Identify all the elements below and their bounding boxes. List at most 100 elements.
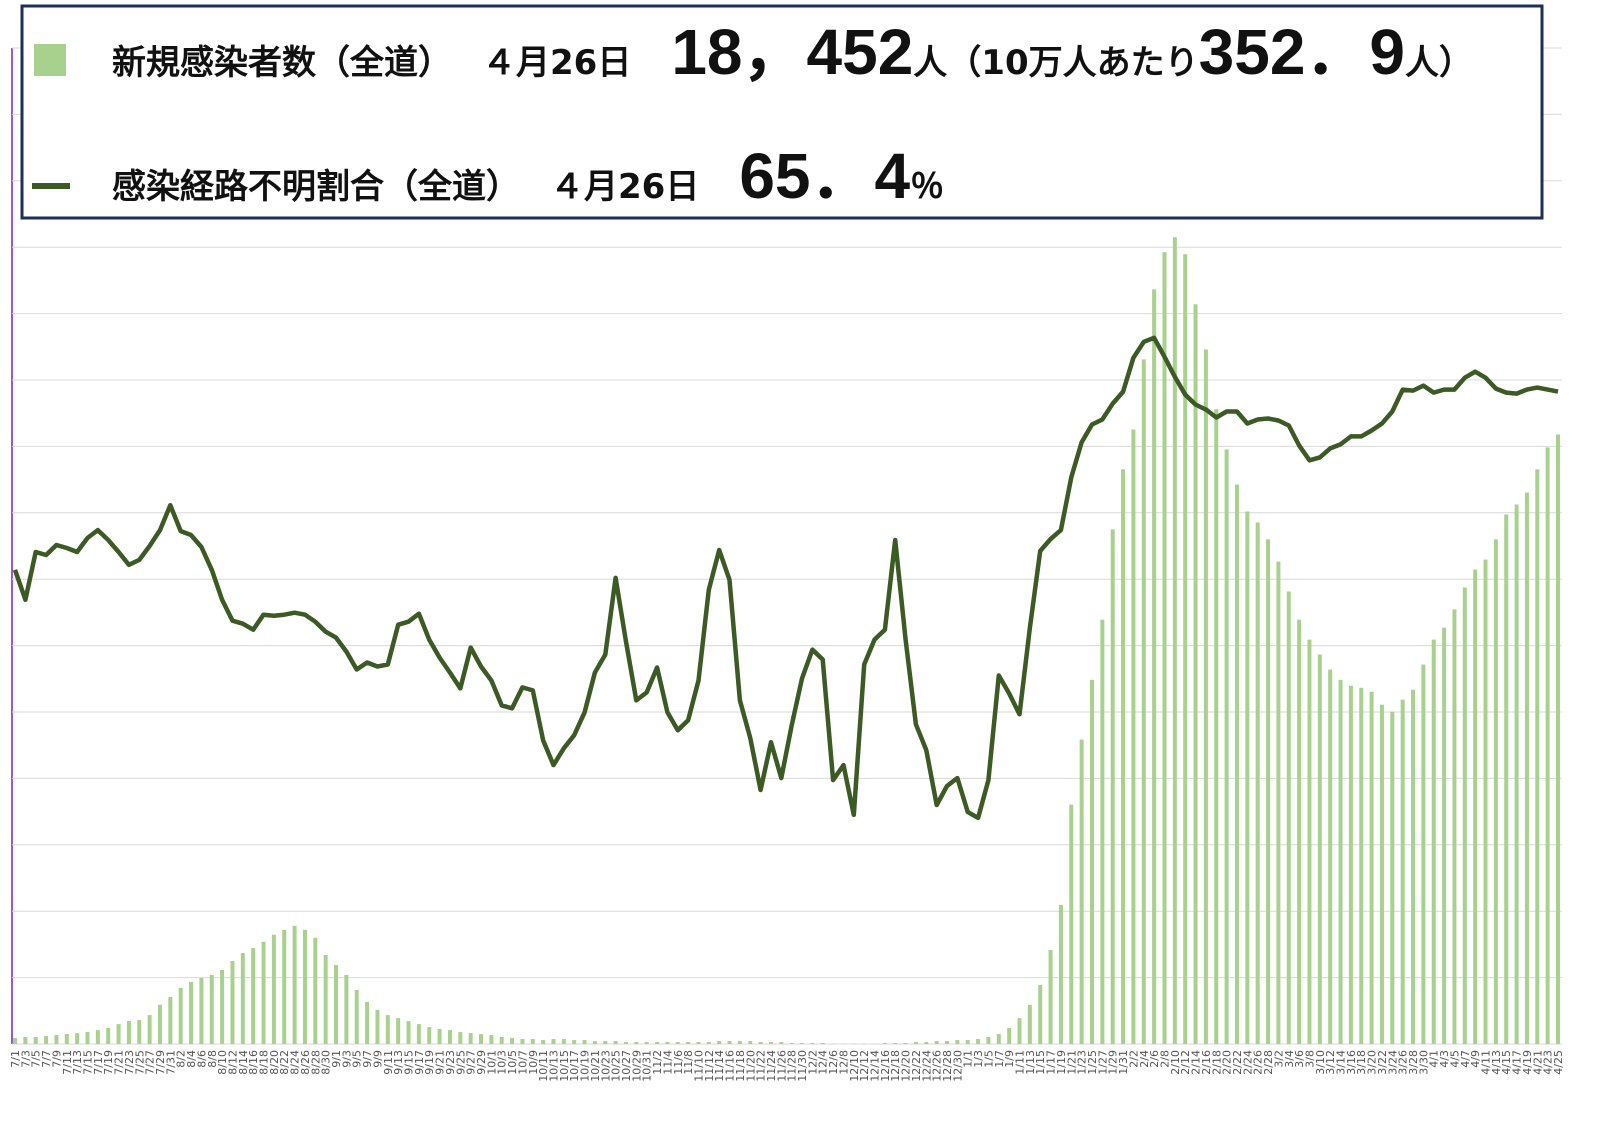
- bar: [717, 1041, 722, 1044]
- x-tick-label: 11/22: [755, 1050, 768, 1082]
- bar: [385, 1015, 390, 1044]
- x-tick-label: 2/4: [1138, 1050, 1151, 1068]
- bar: [1079, 739, 1084, 1044]
- bar: [1452, 609, 1457, 1044]
- x-tick-label: 10/11: [537, 1050, 550, 1082]
- x-tick-label: 8/24: [289, 1050, 302, 1075]
- x-tick-label: 7/3: [19, 1050, 32, 1068]
- legend-date: ４月26日: [550, 167, 699, 207]
- x-tick-label: 9/21: [434, 1050, 447, 1075]
- x-tick-label: 1/15: [1034, 1050, 1047, 1075]
- x-tick-label: 1/21: [1065, 1050, 1078, 1075]
- legend-unit: 人）: [1405, 43, 1473, 83]
- x-tick-label: 4/13: [1490, 1050, 1503, 1075]
- x-tick-label: 2/26: [1252, 1050, 1265, 1075]
- bar: [603, 1041, 608, 1044]
- x-tick-label: 7/31: [164, 1050, 177, 1075]
- x-tick-label: 9/23: [444, 1050, 457, 1075]
- bar: [924, 1042, 929, 1044]
- x-tick-label: 10/5: [506, 1050, 519, 1075]
- x-tick-label: 1/5: [982, 1050, 995, 1068]
- x-tick-label: 7/25: [133, 1050, 146, 1075]
- x-tick-label: 1/27: [1096, 1050, 1109, 1075]
- x-tick-label: 12/14: [869, 1050, 882, 1082]
- x-tick-label: 12/8: [837, 1050, 850, 1075]
- x-tick-label: 11/16: [724, 1050, 737, 1082]
- bar: [1038, 984, 1043, 1044]
- bar: [406, 1021, 411, 1044]
- bar: [313, 937, 318, 1044]
- x-tick-label: 7/19: [102, 1050, 115, 1075]
- bar: [292, 925, 297, 1044]
- x-tick-label: 11/30: [796, 1050, 809, 1082]
- x-tick-label: 11/14: [713, 1050, 726, 1082]
- x-tick-label: 2/14: [1190, 1050, 1203, 1075]
- bar: [458, 1032, 463, 1044]
- x-tick-label: 1/23: [1076, 1050, 1089, 1075]
- legend-box: [20, 4, 1544, 220]
- bar: [1089, 679, 1094, 1044]
- bar: [220, 969, 225, 1044]
- x-tick-label: 9/11: [382, 1050, 395, 1075]
- x-tick-label: 4/21: [1531, 1050, 1544, 1075]
- legend-value: 65．4: [739, 140, 910, 212]
- bar: [655, 1042, 660, 1044]
- bar: [1234, 484, 1239, 1045]
- bar: [965, 1040, 970, 1044]
- x-tick-label: 1/11: [1014, 1050, 1027, 1075]
- bar: [240, 953, 245, 1044]
- bar: [934, 1041, 939, 1044]
- bar: [489, 1035, 494, 1044]
- bar: [168, 996, 173, 1044]
- bar: [520, 1039, 525, 1044]
- x-tick-label: 9/19: [423, 1050, 436, 1075]
- x-tick-label: 1/7: [993, 1050, 1006, 1068]
- x-tick-label: 12/24: [920, 1050, 933, 1082]
- bar: [541, 1040, 546, 1044]
- bar: [1442, 627, 1447, 1044]
- bar: [375, 1009, 380, 1044]
- x-tick-label: 10/23: [599, 1050, 612, 1082]
- x-tick-label: 1/1: [962, 1050, 975, 1068]
- x-tick-label: 3/24: [1386, 1050, 1399, 1075]
- x-tick-label: 1/17: [1045, 1050, 1058, 1075]
- x-tick-label: 9/15: [403, 1050, 416, 1075]
- x-tick-label: 11/12: [703, 1050, 716, 1082]
- bar: [1048, 950, 1053, 1044]
- x-tick-label: 7/15: [81, 1050, 94, 1075]
- bar: [1203, 349, 1208, 1044]
- bar: [1483, 559, 1488, 1044]
- x-tick-label: 3/4: [1283, 1050, 1296, 1068]
- bar: [758, 1042, 763, 1044]
- x-tick-label: 7/7: [40, 1050, 53, 1068]
- x-tick-label: 12/26: [931, 1050, 944, 1082]
- x-tick-label: 11/2: [651, 1050, 664, 1075]
- x-tick-label: 2/16: [1200, 1050, 1213, 1075]
- bar: [1007, 1028, 1012, 1044]
- bar: [1317, 654, 1322, 1044]
- x-tick-label: 11/24: [765, 1050, 778, 1082]
- bar: [106, 1028, 111, 1044]
- x-tick-label: 2/28: [1262, 1050, 1275, 1075]
- bar: [789, 1043, 794, 1044]
- x-tick-label: 2/8: [1158, 1050, 1171, 1068]
- x-tick-label: 11/26: [775, 1050, 788, 1082]
- bar: [499, 1037, 504, 1044]
- bar: [447, 1030, 452, 1044]
- x-tick-label: 11/10: [692, 1050, 705, 1082]
- bar: [1493, 539, 1498, 1044]
- bar: [1162, 252, 1167, 1044]
- bar: [1514, 504, 1519, 1044]
- x-tick-label: 2/12: [1179, 1050, 1192, 1075]
- x-tick-label: 4/11: [1480, 1050, 1493, 1075]
- x-tick-label: 12/18: [889, 1050, 902, 1082]
- bar: [1504, 514, 1509, 1044]
- bar: [75, 1033, 80, 1044]
- legend-text: 新規感染者数（全道） ４月26日 18，452人（10万人あたり352．9人）: [112, 16, 1473, 88]
- x-tick-label: 8/8: [206, 1050, 219, 1068]
- bar: [230, 961, 235, 1044]
- x-tick-label: 8/12: [226, 1050, 239, 1075]
- line: [12, 335, 1559, 821]
- bar: [64, 1034, 69, 1044]
